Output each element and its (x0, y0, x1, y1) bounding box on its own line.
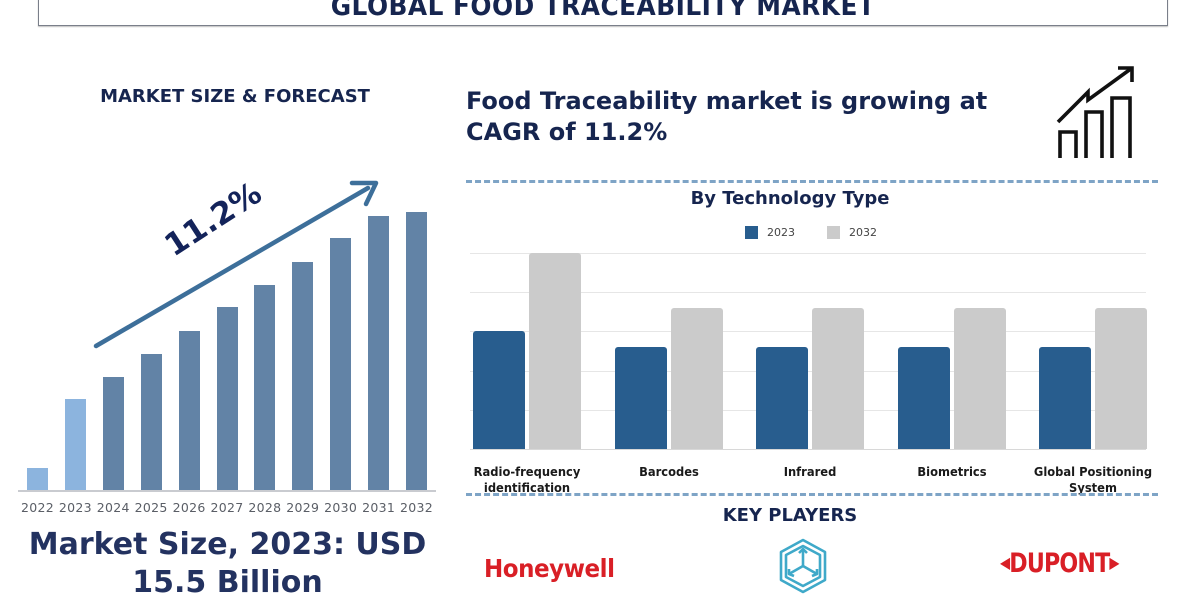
page-title: GLOBAL FOOD TRACEABILITY MARKET (330, 0, 876, 22)
tech-bar-2023 (473, 331, 525, 449)
year-label-2032: 2032 (399, 500, 433, 515)
bar-growth-icon (1056, 66, 1134, 158)
tech-bar-2023 (1039, 347, 1091, 449)
technology-category-label: Biometrics (916, 464, 987, 479)
dupont-left-oval-icon: ◀ (1000, 553, 1010, 572)
year-label-2031: 2031 (362, 500, 396, 515)
year-label-2028: 2028 (248, 500, 282, 515)
tech-bar-2032 (670, 307, 723, 449)
tech-bar-2023 (614, 347, 667, 449)
legend-label-2023: 2023 (767, 226, 795, 239)
chart-legend: 2023 2032 (745, 226, 899, 239)
gridline (470, 331, 1146, 333)
legend-label-2032: 2032 (849, 226, 877, 239)
gridline (470, 253, 1146, 254)
dupont-wordmark: DUPONT (1009, 548, 1110, 579)
chart-baseline (18, 490, 436, 492)
year-label-2026: 2026 (172, 500, 206, 515)
forecast-bar-2022 (27, 468, 48, 490)
technology-category-label: Radio-frequency identification (473, 464, 581, 495)
cagr-headline: Food Traceability market is growing at C… (466, 86, 1026, 148)
section-divider (466, 180, 1158, 183)
forecast-bar-2025 (140, 354, 162, 490)
market-forecast-heading: MARKET SIZE & FORECAST (100, 86, 370, 107)
legend-swatch-2023 (745, 226, 758, 239)
gridline (470, 409, 1146, 411)
technology-category-label: Infrared (783, 464, 837, 479)
year-label-2024: 2024 (96, 500, 130, 515)
dupont-logo: ◀DUPONT▶ (1000, 548, 1120, 579)
headline-line1: Food Traceability market is growing at (466, 87, 988, 115)
year-label-2023: 2023 (58, 500, 92, 515)
headline-line2: CAGR of 11.2% (466, 118, 668, 146)
gridline (470, 370, 1146, 372)
market-size-line2: 15.5 Billion (132, 565, 323, 600)
dupont-right-oval-icon: ▶ (1109, 553, 1119, 572)
forecast-bar-2032 (406, 212, 427, 490)
technology-chart-title: By Technology Type (690, 188, 890, 209)
tech-bar-2023 (897, 347, 950, 449)
forecast-bar-2023 (64, 399, 86, 490)
technology-category-label: Global Positioning System (1033, 464, 1153, 495)
year-label-2027: 2027 (210, 500, 244, 515)
forecast-bar-2030 (330, 238, 352, 490)
legend-item-2032: 2032 (827, 226, 877, 239)
forecast-bar-2026 (178, 331, 200, 490)
forecast-bar-2024 (102, 377, 124, 490)
market-size-line1: Market Size, 2023: USD (28, 527, 427, 562)
tech-bar-2032 (812, 307, 864, 449)
key-players-title: KEY PLAYERS (722, 505, 858, 526)
forecast-bar-2028 (254, 285, 276, 490)
honeywell-logo: Honeywell (484, 554, 615, 583)
year-label-2025: 2025 (134, 500, 168, 515)
forecast-bar-2029 (292, 262, 314, 490)
tech-bar-2023 (756, 347, 808, 449)
year-label-2029: 2029 (286, 500, 320, 515)
forecast-bar-2031 (368, 216, 390, 490)
year-label-2030: 2030 (324, 500, 358, 515)
year-label-2022: 2022 (20, 500, 54, 515)
gridline (470, 449, 1146, 450)
tech-bar-2032 (529, 253, 581, 449)
technology-category-label: Barcodes (638, 464, 699, 479)
growth-arrow-icon (93, 180, 379, 349)
tech-bar-2032 (953, 307, 1006, 449)
market-size-text: Market Size, 2023: USD 15.5 Billion (0, 526, 455, 600)
section-divider (466, 493, 1158, 496)
forecast-bar-2027 (216, 307, 238, 490)
legend-swatch-2032 (827, 226, 840, 239)
tech-bar-2032 (1095, 307, 1147, 449)
cube-logo-icon (779, 538, 827, 594)
title-banner: GLOBAL FOOD TRACEABILITY MARKET (38, 0, 1168, 26)
legend-item-2023: 2023 (745, 226, 795, 239)
gridline (470, 292, 1146, 294)
